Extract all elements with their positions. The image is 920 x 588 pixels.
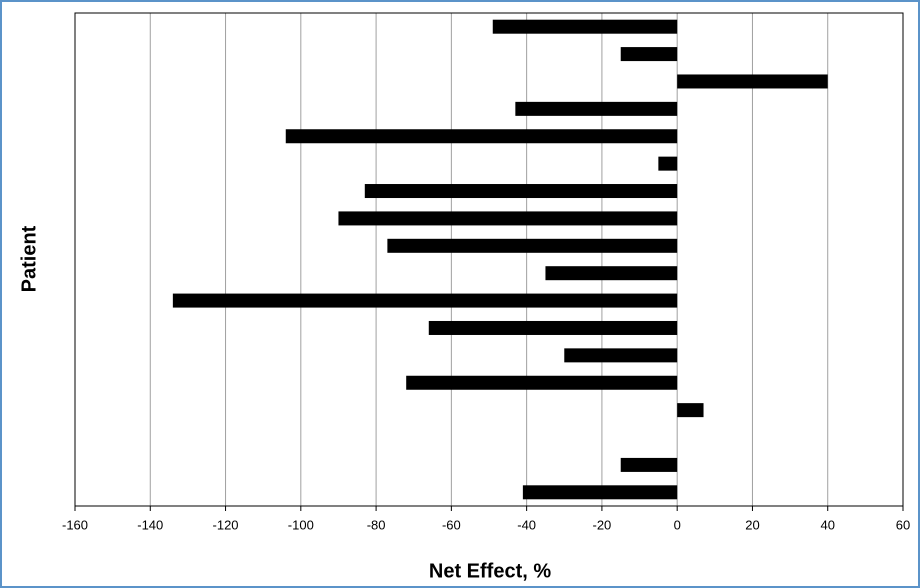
- x-axis-label: Net Effect, %: [429, 560, 551, 582]
- x-tick-label: -160: [62, 517, 88, 532]
- bar: [677, 74, 828, 89]
- x-tick-label: 40: [820, 517, 834, 532]
- bar: [620, 47, 678, 62]
- bar: [492, 19, 678, 34]
- x-tick-label: -20: [593, 517, 612, 532]
- y-axis-label: Patient: [18, 225, 40, 292]
- bar: [364, 184, 678, 199]
- bar: [387, 238, 678, 253]
- bar: [172, 293, 678, 308]
- bar: [658, 156, 678, 171]
- x-tick-label: -120: [213, 517, 239, 532]
- bar: [620, 457, 678, 472]
- bar: [522, 485, 678, 500]
- x-tick-label: -60: [442, 517, 461, 532]
- x-tick-label: -40: [517, 517, 536, 532]
- x-tick-label: -80: [367, 517, 386, 532]
- x-tick-label: 0: [674, 517, 681, 532]
- bar: [338, 211, 678, 226]
- bar: [564, 348, 678, 363]
- x-tick-label: 20: [745, 517, 759, 532]
- plot-border: [74, 12, 904, 507]
- bar: [406, 375, 678, 390]
- bar: [677, 403, 704, 418]
- x-tick-label: -140: [137, 517, 163, 532]
- x-tick-label: 60: [896, 517, 910, 532]
- bar: [515, 101, 678, 116]
- bar: [428, 320, 678, 335]
- bar: [545, 266, 678, 281]
- bar: [285, 129, 678, 144]
- x-tick-label: -100: [288, 517, 314, 532]
